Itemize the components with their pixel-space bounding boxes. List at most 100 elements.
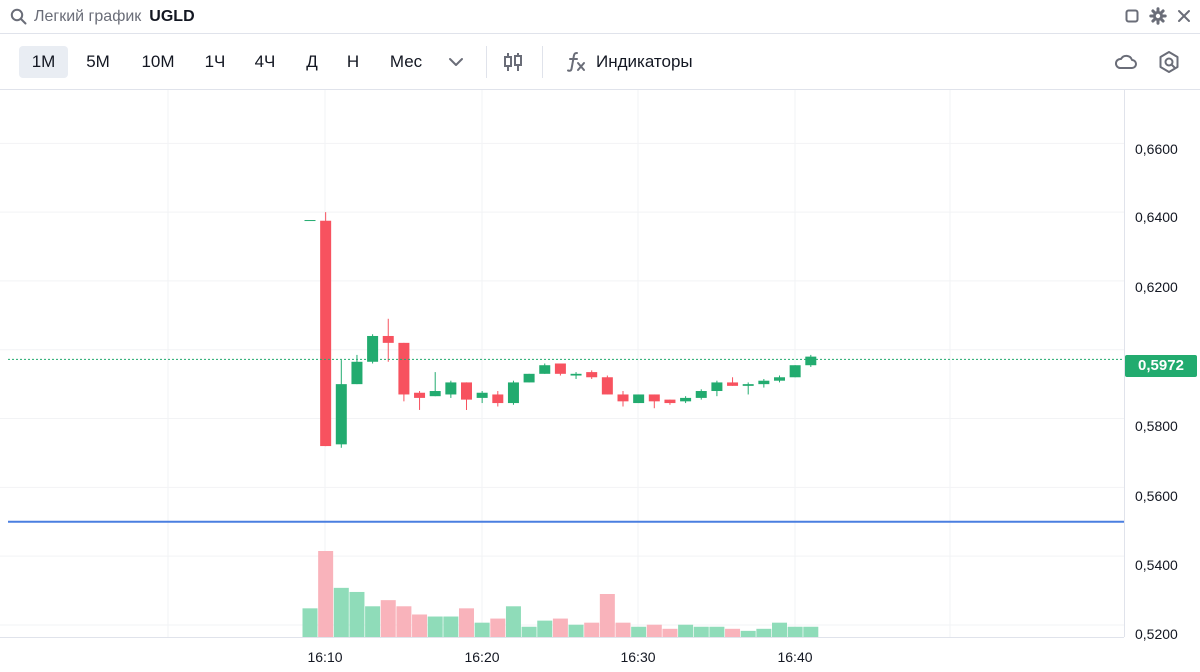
candle-body [805, 356, 817, 366]
timeframe-day[interactable]: Д [306, 52, 318, 71]
candle-body [367, 335, 379, 362]
price-tick: 0,5400 [1135, 557, 1178, 573]
candle-body [664, 399, 676, 404]
candle-body [429, 391, 441, 397]
volume-bar [349, 591, 365, 637]
candle-body [680, 397, 692, 402]
time-tick: 16:20 [464, 649, 500, 665]
candle-body [789, 365, 801, 378]
timeframe-4h[interactable]: 4Ч [254, 52, 276, 71]
gear-icon[interactable] [1148, 6, 1168, 26]
chart-area[interactable]: 0,6600 0,6400 0,6200 0,5800 0,5600 0,540… [0, 90, 1200, 671]
volume-bar [756, 628, 772, 637]
volume-bar [772, 622, 787, 637]
candle-body [617, 394, 629, 402]
volume-bars [302, 551, 819, 637]
search-label: Легкий график [34, 7, 142, 25]
volume-bar [693, 626, 709, 637]
price-tick: 0,5200 [1135, 626, 1178, 642]
candle-body [476, 392, 488, 398]
toolbar-separator [542, 46, 543, 78]
candle-body [507, 382, 519, 404]
volume-bar [521, 626, 537, 637]
candle-body [414, 392, 426, 398]
candlestick-chart[interactable] [0, 90, 1200, 671]
candle-body [742, 384, 754, 386]
title-bar: Легкий график UGLD [0, 0, 1200, 34]
candle-body [586, 372, 598, 378]
time-tick: 16:40 [777, 649, 813, 665]
maximize-icon[interactable] [1122, 6, 1142, 26]
candle-body [382, 335, 394, 343]
last-price-badge: 0,5972 [1125, 355, 1197, 377]
fx-icon[interactable] [564, 50, 588, 74]
volume-bar [396, 606, 412, 637]
candle-body [758, 380, 770, 385]
candle-body [539, 365, 551, 374]
volume-bar [505, 606, 521, 637]
volume-bar [631, 626, 647, 637]
candle-body [320, 220, 332, 447]
volume-bar [380, 600, 396, 637]
snapshot-icon[interactable] [1157, 50, 1181, 74]
candle-body [461, 382, 472, 400]
candle-body [633, 394, 645, 404]
chart-toolbar: 1М 5М 10М 1Ч 4Ч Д Н Мес Индикаторы [0, 34, 1200, 90]
volume-bar [740, 630, 756, 637]
price-tick: 0,6600 [1135, 141, 1178, 157]
volume-bar [787, 626, 803, 637]
toolbar-separator [486, 46, 487, 78]
candle-body [727, 382, 739, 386]
volume-bar [474, 622, 490, 637]
candle-body [523, 373, 535, 383]
symbol-name: UGLD [149, 7, 195, 25]
chevron-down-icon[interactable] [444, 50, 468, 74]
volume-bar [459, 608, 474, 637]
volume-bar [318, 551, 334, 637]
volume-bar [615, 622, 631, 637]
price-tick: 0,5600 [1135, 488, 1178, 504]
volume-bar [803, 626, 819, 637]
volume-bar [490, 618, 506, 637]
time-tick: 16:10 [307, 649, 343, 665]
candle-body [601, 377, 613, 395]
volume-bar [537, 620, 553, 637]
close-icon[interactable] [1174, 6, 1194, 26]
candle-body [304, 220, 316, 222]
price-tick: 0,6400 [1135, 209, 1178, 225]
symbol-search[interactable]: Легкий график UGLD [10, 8, 195, 26]
candle-body [711, 382, 723, 392]
cloud-icon[interactable] [1114, 50, 1138, 74]
volume-bar [443, 616, 459, 637]
candles [304, 212, 817, 448]
volume-bar [427, 616, 443, 637]
timeframe-week[interactable]: Н [346, 52, 360, 71]
time-axis[interactable]: 16:10 16:20 16:30 16:40 [0, 637, 1124, 672]
candle-body [335, 384, 347, 445]
candle-body [492, 394, 504, 404]
volume-bar [552, 618, 568, 637]
time-tick: 16:30 [620, 649, 656, 665]
volume-bar [584, 622, 600, 637]
volume-bar [412, 614, 428, 637]
volume-bar [725, 628, 741, 637]
timeframe-month[interactable]: Мес [389, 52, 423, 71]
candles-icon[interactable] [501, 50, 525, 74]
candle-body [570, 373, 582, 376]
volume-bar [678, 624, 694, 637]
timeframe-1h[interactable]: 1Ч [204, 52, 226, 71]
search-icon [10, 8, 27, 25]
candle-body [774, 377, 785, 381]
candle-body [695, 391, 707, 398]
timeframe-1m[interactable]: 1М [19, 46, 68, 78]
timeframe-5m[interactable]: 5М [86, 52, 110, 71]
volume-bar [302, 608, 318, 637]
timeframe-10m[interactable]: 10М [141, 52, 175, 71]
candle-body [398, 342, 410, 395]
indicators-button[interactable]: Индикаторы [596, 52, 693, 71]
candle-body [351, 361, 363, 385]
price-tick: 0,5800 [1135, 418, 1178, 434]
candle-body [648, 394, 660, 402]
volume-bar [599, 594, 615, 637]
chart-lines [8, 358, 1124, 523]
